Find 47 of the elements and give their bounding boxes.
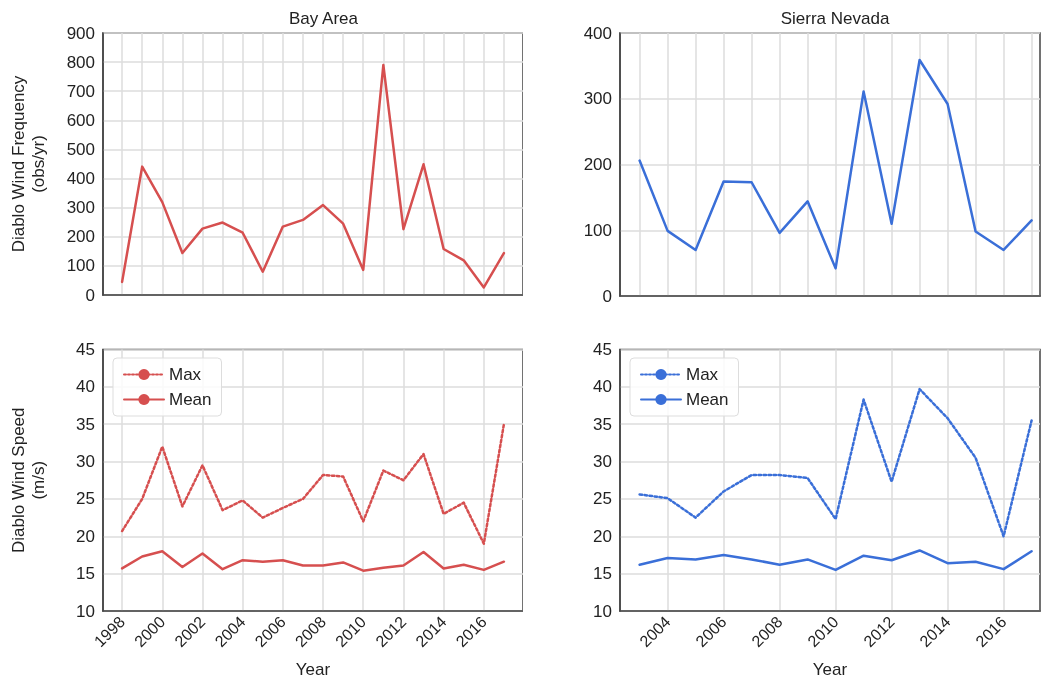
y-tick-label: 45 <box>593 340 612 359</box>
legend-label: Max <box>686 365 719 384</box>
y-tick-label: 35 <box>593 414 612 434</box>
legend-label: Mean <box>169 390 212 409</box>
y-tick-label: 25 <box>593 489 612 509</box>
y-tick-label: 0 <box>602 286 612 306</box>
y-tick-label: 400 <box>66 169 95 189</box>
line-series <box>638 549 1033 572</box>
x-axis-title: Year <box>295 660 331 679</box>
y-tick-label: 40 <box>76 377 95 397</box>
y-tick-label: 100 <box>583 220 612 240</box>
legend-label: Mean <box>686 390 729 409</box>
y-tick-label: 10 <box>593 601 612 621</box>
y-tick-label: 400 <box>583 23 612 43</box>
y-tick-label: 800 <box>66 52 95 72</box>
y-tick-label: 900 <box>66 23 95 43</box>
y-tick-label: 500 <box>66 139 95 159</box>
y-tick-label: 200 <box>66 227 95 247</box>
line-series <box>120 63 506 289</box>
y-tick-label: 700 <box>66 81 95 101</box>
y-axis-title: Diablo Wind Frequency (obs/yr) <box>8 75 48 253</box>
line-series <box>120 422 506 546</box>
line-series <box>638 387 1033 538</box>
chart-title: Bay Area <box>289 9 359 28</box>
line-series <box>120 549 506 572</box>
y-tick-label: 0 <box>85 285 95 305</box>
y-tick-label: 20 <box>76 526 95 546</box>
chart-title: Sierra Nevada <box>780 9 890 28</box>
y-tick-label: 20 <box>593 526 612 546</box>
y-axis-title: Diablo Wind Speed (m/s) <box>8 407 48 554</box>
y-tick-label: 30 <box>593 452 612 472</box>
y-tick-label: 45 <box>76 340 95 359</box>
y-tick-label: 15 <box>593 564 612 584</box>
line-series <box>638 58 1033 270</box>
y-tick-label: 100 <box>66 256 95 276</box>
y-tick-label: 10 <box>76 601 95 621</box>
y-tick-label: 300 <box>583 89 612 109</box>
y-tick-label: 30 <box>76 452 95 472</box>
y-tick-label: 300 <box>66 198 95 218</box>
y-tick-label: 600 <box>66 110 95 130</box>
y-tick-label: 200 <box>583 155 612 174</box>
x-axis-title: Year <box>812 660 848 679</box>
y-tick-label: 40 <box>593 377 612 397</box>
y-tick-label: 35 <box>76 414 95 434</box>
y-tick-label: 25 <box>76 489 95 509</box>
legend-label: Max <box>169 365 202 384</box>
y-tick-label: 15 <box>76 564 95 584</box>
